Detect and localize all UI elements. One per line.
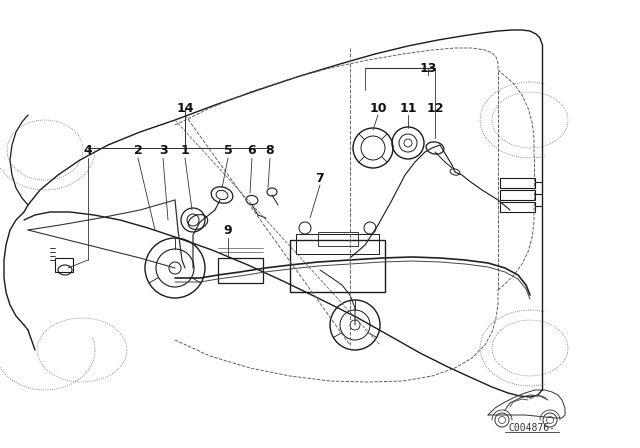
Bar: [55, 258, 73, 272]
Bar: [500, 178, 535, 188]
Text: 6: 6: [248, 143, 256, 156]
Text: 9: 9: [224, 224, 232, 237]
Text: 11: 11: [399, 102, 417, 115]
Bar: [500, 202, 535, 212]
Text: 2: 2: [134, 143, 142, 156]
Text: 3: 3: [159, 143, 167, 156]
Bar: [500, 190, 535, 200]
Text: 13: 13: [419, 61, 436, 74]
Text: 8: 8: [266, 143, 275, 156]
Text: 14: 14: [176, 102, 194, 115]
Text: 1: 1: [180, 143, 189, 156]
Text: 7: 7: [316, 172, 324, 185]
Bar: [218, 258, 263, 283]
Text: 4: 4: [84, 143, 92, 156]
Text: 10: 10: [369, 102, 387, 115]
Bar: [290, 240, 385, 292]
Text: C004876-: C004876-: [509, 423, 556, 433]
Bar: [296, 234, 379, 254]
Bar: [318, 232, 358, 246]
Text: 5: 5: [223, 143, 232, 156]
Text: 12: 12: [426, 102, 444, 115]
